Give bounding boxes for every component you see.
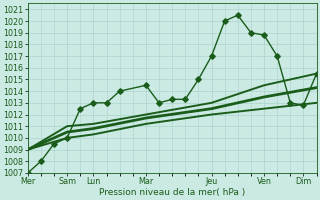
X-axis label: Pression niveau de la mer( hPa ): Pression niveau de la mer( hPa ) xyxy=(99,188,245,197)
